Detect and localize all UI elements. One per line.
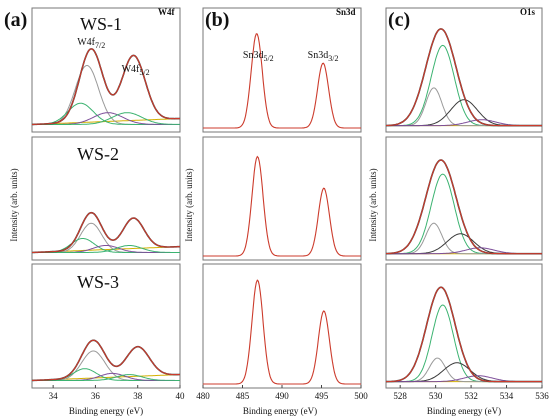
x-tick-label: 485 bbox=[236, 391, 250, 401]
measured-spectrum-p1r2 bbox=[203, 279, 361, 385]
x-tick-label: 490 bbox=[275, 391, 289, 401]
ylabel-c: Intensity (arb. units) bbox=[368, 168, 378, 241]
fit-envelope-p0r1 bbox=[32, 211, 181, 254]
axes: 34 36 38 40 W4f7/2 W4f5/2 480 485 490 495 500 Sn3d5… bbox=[9, 37, 549, 401]
panel-frames bbox=[31, 7, 543, 389]
measured-spectrum-p2r0 bbox=[386, 28, 542, 127]
plot-frame bbox=[31, 136, 181, 261]
x-tick-label: 500 bbox=[354, 391, 368, 401]
fit-component-p0r1-3 bbox=[32, 245, 180, 253]
x-tick-label: 530 bbox=[429, 391, 443, 401]
sample-label-ws-2: WS-2 bbox=[77, 144, 119, 164]
peak-label-2: Sn3d3/2 bbox=[308, 50, 339, 63]
measured-spectrum-p1r1 bbox=[203, 155, 361, 257]
xlabel-a: Binding energy (eV) bbox=[69, 406, 143, 416]
measured-spectrum-p1r0 bbox=[203, 33, 361, 129]
x-tick-label: 528 bbox=[393, 391, 407, 401]
x-tick-label: 495 bbox=[315, 391, 329, 401]
peak-label-2: W4f5/2 bbox=[122, 64, 150, 77]
measured-spectrum-p2r1 bbox=[386, 159, 542, 255]
plot-frame bbox=[31, 7, 181, 133]
x-tick-label: 534 bbox=[500, 391, 514, 401]
ylabel-a: Intensity (arb. units) bbox=[9, 168, 19, 241]
fit-component-p0r0-1 bbox=[32, 102, 180, 125]
panel-title-o1s: O1s bbox=[520, 7, 536, 17]
fit-component-p0r0-3 bbox=[32, 112, 180, 125]
plot-frame bbox=[385, 136, 543, 261]
measured-spectrum-p2r2 bbox=[386, 286, 542, 383]
x-tick-label: 536 bbox=[535, 391, 549, 401]
plot-frame bbox=[202, 263, 362, 389]
sample-label-ws-1: WS-1 bbox=[80, 14, 122, 34]
x-tick-label: 40 bbox=[176, 391, 186, 401]
panel-letter-a: (a) bbox=[4, 9, 27, 31]
ylabel-b: Intensity (arb. units) bbox=[184, 168, 194, 241]
plot-frame bbox=[202, 7, 362, 133]
fit-component-p0r2-3 bbox=[32, 374, 180, 381]
plot-frame bbox=[385, 7, 543, 133]
xlabel-c: Binding energy (eV) bbox=[427, 406, 501, 416]
peak-label-1: W4f7/2 bbox=[77, 37, 105, 50]
fit-component-p2r0-2 bbox=[386, 99, 542, 127]
plot-frame bbox=[31, 263, 181, 389]
fit-component-p2r2-0 bbox=[386, 304, 542, 383]
spectra-traces bbox=[31, 28, 542, 385]
panel-letter-c: (c) bbox=[388, 9, 410, 31]
figure-text: (a) (b) (c) W4f Sn3d O1s WS-1 WS-2 WS-3 … bbox=[4, 7, 536, 416]
measured-spectrum-p0r2 bbox=[31, 339, 180, 382]
sample-label-ws-3: WS-3 bbox=[77, 272, 119, 292]
x-tick-label: 34 bbox=[49, 391, 59, 401]
plot-frame bbox=[202, 136, 362, 261]
measured-spectrum-p0r0 bbox=[31, 48, 181, 126]
x-tick-label: 38 bbox=[133, 391, 143, 401]
plot-frame bbox=[385, 263, 543, 389]
x-tick-label: 480 bbox=[196, 391, 210, 401]
measured-spectrum-p0r1 bbox=[32, 212, 181, 254]
x-tick-label: 36 bbox=[91, 391, 101, 401]
fit-component-p0r1-0 bbox=[32, 222, 180, 253]
panel-title-sn3d: Sn3d bbox=[336, 7, 356, 17]
panel-letter-b: (b) bbox=[205, 9, 229, 31]
panel-title-w4f: W4f bbox=[158, 7, 176, 17]
peak-label-1: Sn3d5/2 bbox=[243, 50, 274, 63]
xlabel-b: Binding energy (eV) bbox=[243, 406, 317, 416]
fit-component-p0r0-0 bbox=[32, 65, 180, 125]
fit-envelope-p2r2 bbox=[386, 286, 542, 383]
x-tick-label: 532 bbox=[464, 391, 478, 401]
